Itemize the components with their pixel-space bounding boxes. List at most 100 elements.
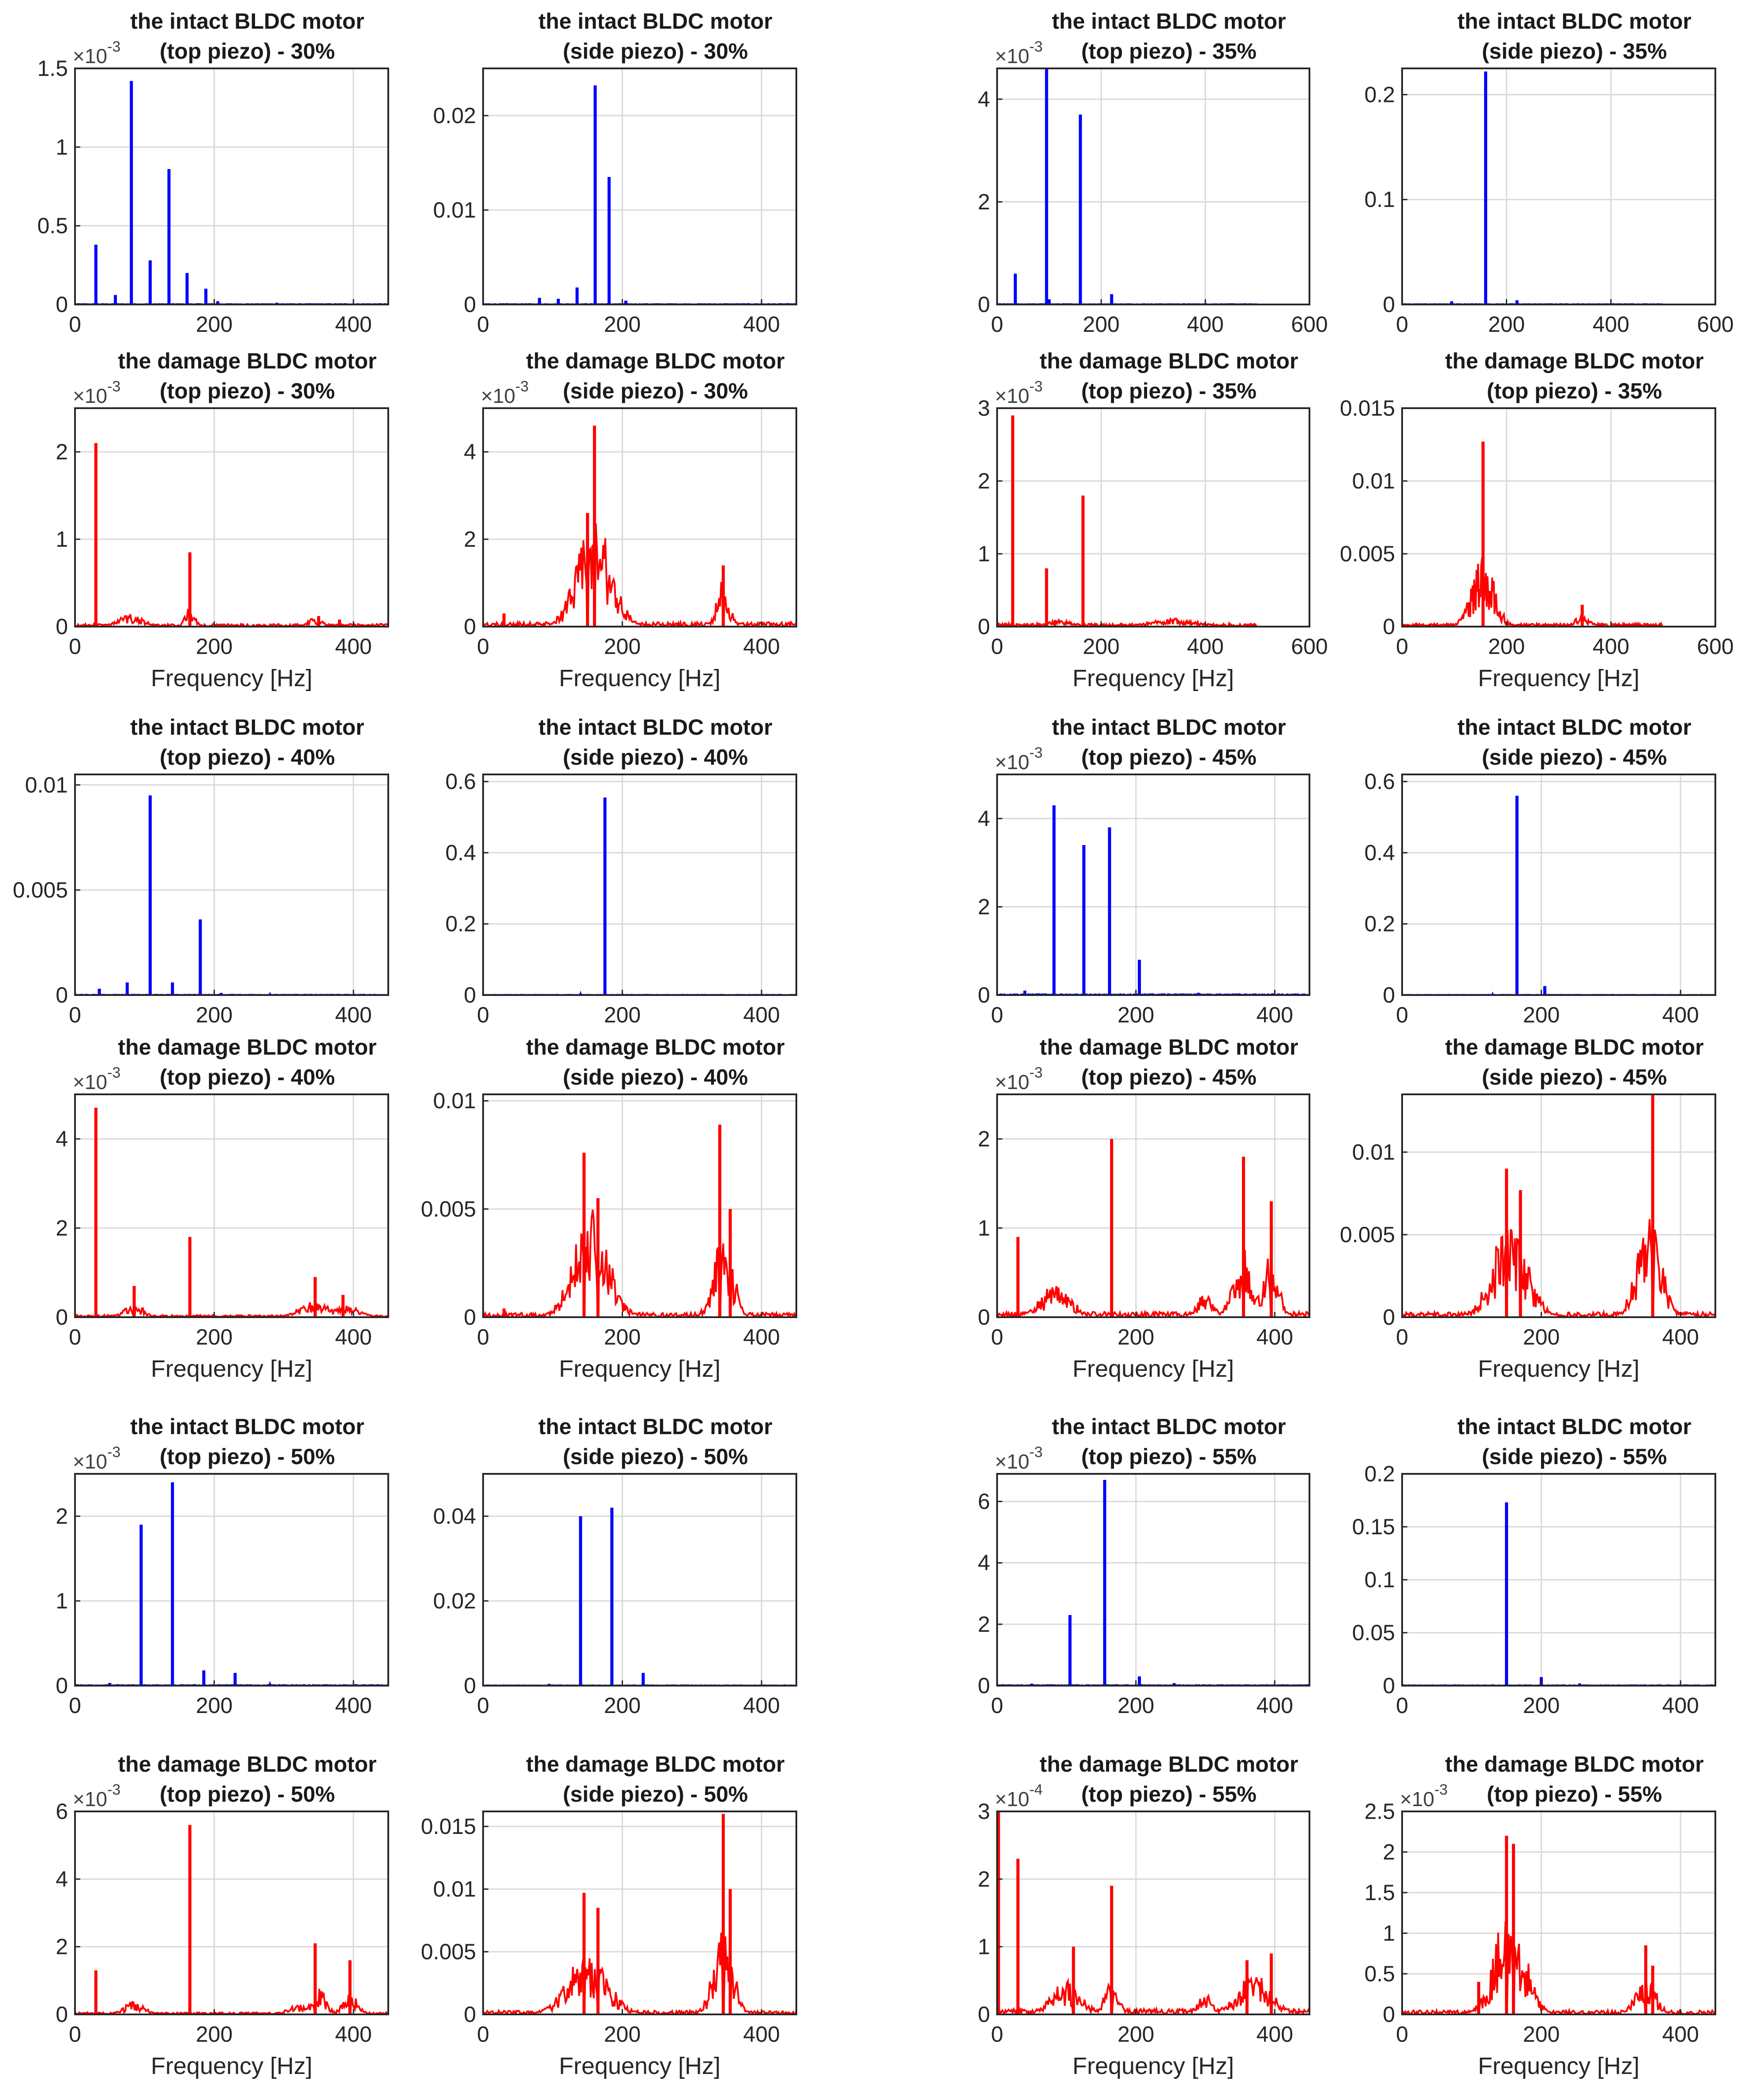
chart-title-line-1: the intact BLDC motor — [1052, 715, 1286, 740]
y-tick-label: 0 — [56, 1305, 68, 1330]
y-tick-label: 0.01 — [433, 198, 476, 222]
axes-box — [74, 68, 389, 305]
chart-title-line-2: (top piezo) - 50% — [160, 1444, 335, 1469]
y-tick-label: 0.005 — [1340, 1222, 1395, 1247]
y-tick-label: 0 — [978, 614, 990, 639]
x-tick-label: 0 — [69, 1325, 81, 1349]
y-tick-label: 0 — [978, 1305, 990, 1330]
chart-panel-7: 0 200 400 600 0 1 2 3 ×10-3 the damage BLDC motor… — [978, 349, 1328, 691]
x-tick-label: 400 — [1257, 1325, 1293, 1349]
y-tick-label: 0.2 — [1364, 1461, 1395, 1486]
chart-title-line-2: (top piezo) - 30% — [160, 379, 335, 403]
y-tick-label: 0.01 — [433, 1877, 476, 1901]
chart-title-line-1: the damage BLDC motor — [1039, 1752, 1298, 1777]
x-tick-label: 0 — [477, 1325, 489, 1349]
axes-box — [74, 1811, 389, 2015]
x-tick-label: 400 — [335, 1003, 371, 1027]
y-tick-label: 1 — [56, 135, 68, 159]
x-tick-label: 400 — [743, 312, 780, 337]
chart-title-line-1: the intact BLDC motor — [1457, 715, 1692, 740]
x-tick-label: 200 — [1118, 1325, 1154, 1349]
chart-panel-18: 0 200 400 0 0.02 0.04 the intact BLDC motor (si… — [433, 1414, 797, 1718]
y-tick-label: 2.5 — [1364, 1799, 1395, 1824]
x-tick-label: 400 — [335, 1325, 371, 1349]
spectrum-series — [1402, 796, 1715, 995]
spectrum-series — [1402, 1094, 1715, 1317]
exponent-label: ×10-3 — [995, 1064, 1043, 1093]
y-tick-label: 0 — [1383, 1305, 1395, 1330]
axes-box — [74, 407, 389, 627]
x-tick-label: 200 — [604, 2022, 641, 2047]
chart-title-line-1: the damage BLDC motor — [526, 349, 784, 373]
y-tick-label: 2 — [978, 894, 990, 919]
chart-title-line-2: (top piezo) - 35% — [1081, 379, 1257, 403]
spectrum-series — [483, 1507, 796, 1686]
x-tick-label: 0 — [477, 1003, 489, 1027]
y-tick-label: 6 — [56, 1799, 68, 1824]
y-tick-label: 0.005 — [421, 1197, 476, 1221]
x-tick-label: 400 — [1257, 1693, 1293, 1718]
y-tick-label: 0 — [464, 2002, 476, 2027]
y-tick-label: 1.5 — [1364, 1880, 1395, 1905]
chart-title-line-1: the intact BLDC motor — [538, 9, 773, 34]
axes-box — [1401, 68, 1716, 305]
x-tick-label: 0 — [991, 2022, 1003, 2047]
x-tick-label: 0 — [477, 312, 489, 337]
x-axis-label: Frequency [Hz] — [1478, 1356, 1639, 1382]
chart-panel-6: 0 200 400 0 2 4 ×10-3 the damage BLDC motor (sid… — [464, 349, 797, 691]
x-tick-label: 0 — [477, 634, 489, 659]
exponent-label: ×10-3 — [73, 378, 120, 407]
y-tick-label: 0.01 — [1352, 1140, 1395, 1165]
chart-panel-9: 0 200 400 0 0.005 0.01 the intact BLDC motor (t… — [13, 715, 389, 1027]
axes-box — [482, 407, 797, 627]
y-tick-label: 4 — [56, 1127, 68, 1151]
chart-panel-24: 0 200 400 0 0.5 1 1.5 2 2.5 ×10-3 the damage BLDC … — [1364, 1752, 1716, 2079]
x-tick-label: 0 — [69, 634, 81, 659]
chart-title-line-1: the damage BLDC motor — [526, 1035, 784, 1059]
x-tick-label: 600 — [1291, 312, 1328, 337]
exponent-label: ×10-3 — [73, 1781, 120, 1811]
y-tick-label: 2 — [978, 189, 990, 214]
x-tick-label: 400 — [1662, 2022, 1699, 2047]
x-tick-label: 200 — [1523, 1693, 1560, 1718]
spectrum-series — [483, 425, 796, 627]
x-tick-label: 400 — [335, 312, 371, 337]
y-tick-label: 0.005 — [1340, 541, 1395, 566]
chart-title-line-1: the damage BLDC motor — [1445, 1035, 1703, 1059]
spectrum-series — [75, 795, 388, 995]
x-tick-label: 400 — [1662, 1325, 1699, 1349]
x-tick-label: 200 — [1488, 634, 1525, 659]
y-tick-label: 0.5 — [37, 214, 68, 238]
y-tick-label: 1 — [56, 527, 68, 552]
y-tick-label: 0 — [1383, 614, 1395, 639]
axes-box — [482, 68, 797, 305]
x-tick-label: 400 — [743, 634, 780, 659]
x-tick-label: 0 — [1396, 634, 1408, 659]
axes-box — [996, 774, 1310, 996]
y-tick-label: 0 — [464, 614, 476, 639]
chart-title-line-2: (top piezo) - 45% — [1081, 745, 1257, 770]
x-tick-label: 400 — [1662, 1693, 1699, 1718]
x-axis-label: Frequency [Hz] — [1073, 2053, 1234, 2079]
x-tick-label: 400 — [743, 1325, 780, 1349]
chart-title-line-2: (side piezo) - 45% — [1482, 745, 1667, 770]
x-tick-label: 600 — [1697, 634, 1733, 659]
x-tick-label: 600 — [1697, 312, 1733, 337]
x-tick-label: 0 — [477, 2022, 489, 2047]
axes-box — [1401, 1811, 1716, 2015]
chart-title-line-1: the intact BLDC motor — [538, 1414, 773, 1439]
x-tick-label: 0 — [991, 1003, 1003, 1027]
y-tick-label: 1.5 — [37, 56, 68, 81]
x-tick-label: 200 — [604, 1003, 641, 1027]
exponent-label: ×10-3 — [73, 1444, 120, 1473]
x-tick-label: 0 — [1396, 312, 1408, 337]
x-tick-label: 400 — [743, 2022, 780, 2047]
x-tick-label: 200 — [604, 312, 641, 337]
chart-panel-8: 0 200 400 600 0 0.005 0.01 0.015 the damage BLDC… — [1340, 349, 1734, 691]
axes-box — [482, 774, 797, 996]
spectrum-series — [75, 1482, 388, 1686]
x-tick-label: 0 — [1396, 1003, 1408, 1027]
spectrum-series — [997, 805, 1309, 995]
exponent-label: ×10-3 — [73, 38, 120, 68]
x-tick-label: 200 — [196, 1693, 233, 1718]
